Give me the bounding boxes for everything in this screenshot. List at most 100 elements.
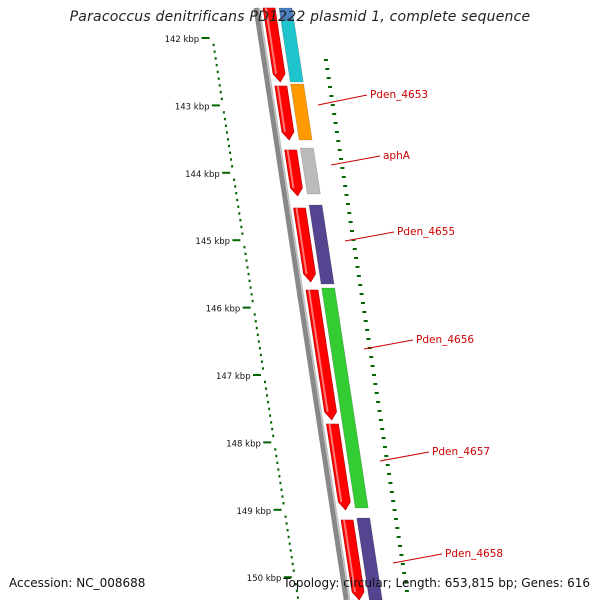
gene-block [308, 204, 335, 285]
minor-tick [284, 515, 287, 518]
minor-tick [254, 320, 257, 323]
minor-tick [271, 427, 274, 431]
gene-leader-line [344, 231, 395, 242]
gene-block [356, 517, 383, 600]
minor-tick [289, 549, 292, 552]
minor-tick [285, 522, 288, 525]
minor-tick [265, 387, 268, 390]
minor-tick [270, 421, 273, 424]
minor-tick [259, 353, 262, 357]
minor-tick [260, 360, 263, 363]
minor-tick [286, 529, 289, 532]
minor-tick [263, 380, 266, 384]
minor-tick [274, 448, 277, 451]
minor-tick [225, 131, 228, 134]
minor-tick [237, 205, 240, 208]
cds-arrow-highlight [265, 7, 278, 75]
minor-tick [266, 394, 269, 397]
minor-tick [212, 43, 215, 47]
minor-tick [219, 90, 222, 94]
tick-layer: 142 kbp 143 kbp 144 kbp 145 kbp 146 kbp 147 k… [165, 35, 409, 599]
minor-tick [218, 84, 221, 87]
gene-block [321, 287, 369, 509]
label-layer: Pden_4653 aphA Pden_4655 Pden_4656 Pden_4657… [317, 89, 503, 564]
minor-tick [258, 347, 261, 350]
gene-leader-line [330, 155, 381, 166]
minor-tick [291, 562, 294, 566]
sequence-summary: Topology: circular; Length: 653,815 bp; Ge… [283, 576, 590, 590]
backbone-line [253, 7, 349, 600]
minor-tick [255, 326, 258, 330]
gene-leader-line [317, 94, 368, 106]
gene-label: Pden_4655 [397, 226, 455, 238]
minor-tick [292, 569, 295, 572]
minor-tick [217, 77, 220, 80]
minor-tick [215, 63, 218, 67]
minor-tick [222, 111, 225, 114]
minor-tick [294, 582, 297, 586]
minor-tick [280, 488, 283, 491]
minor-tick [249, 286, 252, 289]
minor-tick [261, 367, 264, 370]
gene-leader-line [392, 553, 443, 564]
gene-layer [278, 7, 383, 600]
minor-tick [224, 124, 227, 128]
minor-tick [226, 138, 229, 141]
minor-tick [276, 461, 279, 465]
minor-tick [281, 495, 284, 498]
gene-label: aphA [383, 150, 411, 162]
minor-tick [241, 232, 244, 235]
length-label: Length: [395, 576, 441, 590]
length-value: 653,815 bp [444, 576, 514, 590]
minor-tick [240, 225, 243, 229]
minor-tick [287, 535, 290, 539]
minor-tick [295, 589, 298, 593]
cds-arrow-highlight [295, 207, 308, 275]
minor-tick [251, 299, 254, 303]
map-title: Paracoccus denitrificans PD1222 plasmid … [69, 9, 531, 25]
minor-tick [267, 400, 270, 404]
minor-tick [234, 185, 237, 188]
minor-tick [253, 313, 256, 316]
accession-label: Accession: [9, 576, 73, 590]
minor-tick [246, 266, 249, 269]
minor-tick [244, 252, 247, 256]
tick-label: 143 kbp [175, 102, 210, 112]
minor-tick [233, 178, 236, 181]
tick-label: 142 kbp [165, 35, 200, 45]
cds-arrow-highlight [276, 85, 286, 133]
minor-tick [272, 434, 275, 438]
gene-label: Pden_4653 [370, 89, 428, 101]
gene-block [280, 19, 304, 83]
minor-tick [250, 293, 253, 296]
minor-tick [243, 245, 246, 249]
accession-info: Accession: NC_008688 [9, 576, 145, 590]
gene-label: Pden_4657 [432, 446, 490, 458]
backbone-highlight [258, 7, 351, 600]
minor-tick [223, 117, 226, 121]
gene-label: Pden_4658 [445, 548, 503, 560]
minor-tick [213, 50, 216, 53]
gene-block [300, 147, 321, 195]
gene-block [290, 83, 313, 141]
minor-tick [290, 555, 293, 559]
gene-leader-line [363, 339, 414, 350]
minor-tick [229, 151, 232, 154]
minor-tick [257, 340, 260, 343]
minor-tick [235, 192, 238, 195]
minor-tick [288, 542, 291, 545]
cds-arrow-highlight [286, 149, 295, 189]
minor-tick [256, 333, 259, 336]
minor-tick [230, 158, 233, 161]
minor-tick [269, 414, 272, 417]
topology-value: circular [343, 576, 388, 590]
minor-tick [275, 454, 278, 458]
cds-arrow-highlight [343, 519, 357, 593]
minor-tick [278, 475, 281, 478]
genes-value: 616 [567, 576, 590, 590]
minor-tick [245, 259, 248, 262]
gene-label: Pden_4656 [416, 334, 474, 346]
minor-tick [228, 144, 231, 148]
tick-label: 150 kbp [247, 574, 282, 584]
